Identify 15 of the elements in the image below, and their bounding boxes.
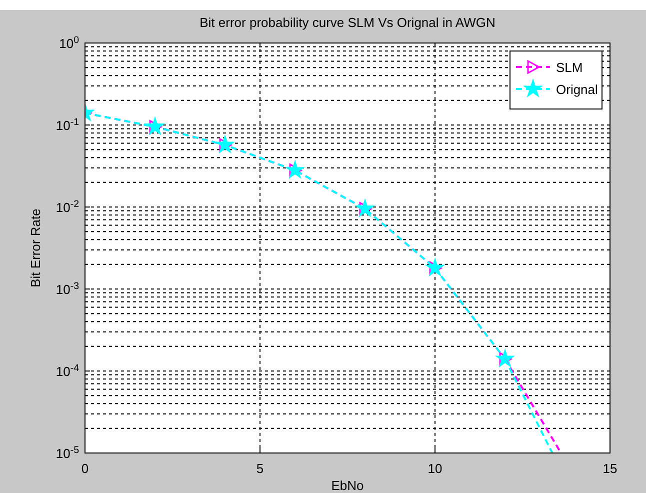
y-tick-label: 10$^{-4}$ — [56, 362, 80, 379]
y-tick-label: 10$^{-3}$ — [56, 280, 79, 297]
y-tick-label: 10$^{-2}$ — [56, 198, 79, 215]
x-tick-label: 15 — [602, 461, 618, 476]
x-tick-label: 5 — [256, 461, 264, 476]
y-axis-title: Bit Error Rate — [28, 208, 43, 288]
chart-title: Bit error probability curve SLM Vs Orignal in AWGN — [200, 15, 496, 30]
x-axis-title: EbNo — [331, 478, 364, 493]
legend-label: SLM — [556, 60, 583, 75]
legend-label: Orignal — [556, 82, 598, 97]
y-tick-label: 10$^{0}$ — [59, 34, 80, 51]
y-tick-label: 10$^{-1}$ — [56, 116, 79, 133]
x-tick-label: 10 — [428, 461, 442, 476]
y-tick-label: 10$^{-5}$ — [56, 444, 80, 461]
x-tick-label: 0 — [81, 461, 89, 476]
